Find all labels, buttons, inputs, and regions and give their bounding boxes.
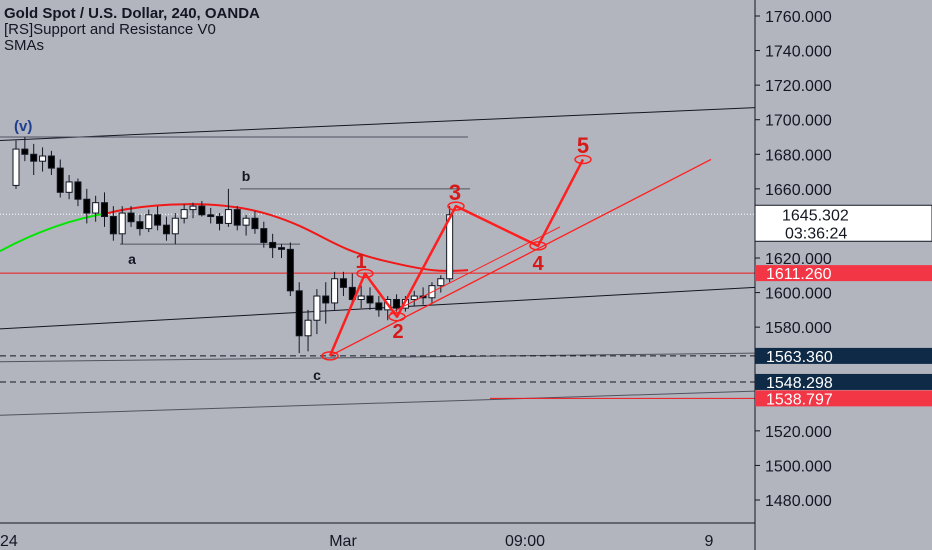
x-tick-label: 24 [0, 533, 18, 550]
wave-label-c: c [313, 367, 321, 383]
elliott-wave-path [328, 158, 585, 357]
candle [375, 302, 383, 311]
candle [286, 248, 294, 292]
candle [21, 148, 29, 155]
candle [410, 295, 418, 300]
price-tag-label: 1611.260 [766, 266, 832, 283]
chart-title: Gold Spot / U.S. Dollar, 240, OANDA [4, 5, 260, 22]
candle [393, 298, 401, 309]
candle [47, 155, 55, 169]
wave-label-4: 4 [532, 253, 544, 275]
x-tick-label: 9 [705, 533, 714, 550]
x-tick-label: 09:00 [505, 533, 545, 550]
y-tick-label: 1740.000 [765, 44, 832, 61]
price-tag-bg [755, 373, 932, 390]
candle [331, 278, 339, 304]
y-tick-label: 1720.000 [765, 78, 832, 95]
candle [357, 295, 365, 300]
wave-label-3: 3 [449, 180, 461, 205]
price-tag-label: 1538.797 [766, 391, 833, 408]
y-tick-label: 1580.000 [765, 320, 832, 337]
sma-green-line [0, 212, 109, 252]
candle [189, 205, 197, 211]
last-price-tag-bg [754, 204, 932, 242]
candle [224, 209, 232, 224]
wave-point-marker [356, 268, 374, 279]
last-price-label: 1645.302 [782, 207, 849, 224]
price-tag-label: 1563.360 [766, 349, 833, 366]
candle [278, 247, 285, 250]
candle [56, 167, 64, 193]
candle [109, 216, 117, 235]
wave-label-5: 5 [577, 133, 589, 158]
wave-label-b: b [242, 168, 251, 184]
x-tick-label: Mar [329, 533, 357, 550]
y-tick-label: 1600.000 [765, 286, 832, 303]
candle [242, 217, 250, 226]
candle [437, 278, 445, 287]
y-tick-label: 1660.000 [765, 182, 832, 199]
lower-channel-line [0, 390, 756, 416]
support-trendline [0, 352, 756, 363]
candle [207, 214, 215, 218]
wave-label-1: 1 [355, 251, 366, 273]
candle [233, 209, 241, 226]
price-tag-bg [755, 390, 932, 407]
price-tag-bg [755, 265, 932, 282]
candle [162, 224, 170, 235]
price-tag-label: 1548.298 [766, 375, 833, 392]
bar-countdown-label: 03:36:24 [785, 225, 847, 242]
candle [171, 217, 179, 235]
candle [30, 153, 38, 162]
sma-red-line [107, 203, 469, 272]
candle [295, 290, 303, 337]
indicator-label-smas[interactable]: SMAs [4, 37, 45, 54]
candle [198, 205, 206, 216]
candle [304, 319, 312, 337]
candle [339, 278, 347, 288]
candle [83, 198, 91, 214]
wave-trendline-lower [389, 226, 561, 314]
candle [127, 212, 135, 223]
y-tick-label: 1620.000 [765, 251, 832, 268]
candle [74, 181, 82, 200]
candle [366, 295, 374, 304]
y-tick-label: 1480.000 [765, 493, 832, 510]
price-tag-bg [755, 347, 932, 364]
candle [92, 202, 100, 214]
wave-point-marker [321, 351, 339, 361]
candle [322, 295, 330, 304]
candle [118, 212, 126, 235]
candle [101, 202, 108, 218]
resistance-trendline [0, 107, 756, 141]
y-tick-label: 1680.000 [765, 147, 832, 164]
candle [269, 241, 277, 249]
candle [313, 295, 321, 321]
candle [65, 181, 73, 193]
candle [12, 148, 20, 186]
wave-label-v: (v) [14, 118, 32, 135]
y-tick-label: 1700.000 [765, 113, 832, 130]
candle [136, 221, 144, 230]
wave-point-marker [447, 201, 465, 211]
candle [145, 214, 153, 230]
y-tick-label: 1760.000 [765, 9, 832, 26]
wave-label-a: a [128, 251, 136, 267]
y-tick-label: 1500.000 [765, 458, 832, 475]
wave-label-2: 2 [392, 321, 403, 343]
y-tick-label: 1520.000 [765, 424, 832, 441]
wave-point-marker [574, 154, 592, 165]
wave-trendline-upper [329, 158, 712, 357]
candle [39, 155, 47, 162]
candle [180, 209, 188, 219]
wave-point-marker [529, 241, 547, 251]
wave-point-marker [388, 312, 406, 322]
candle [260, 228, 268, 243]
candle [251, 217, 259, 230]
candle [216, 216, 224, 224]
indicator-label-support-resistance[interactable]: [RS]Support and Resistance V0 [4, 21, 216, 38]
candle [154, 214, 162, 226]
candle [446, 214, 454, 280]
